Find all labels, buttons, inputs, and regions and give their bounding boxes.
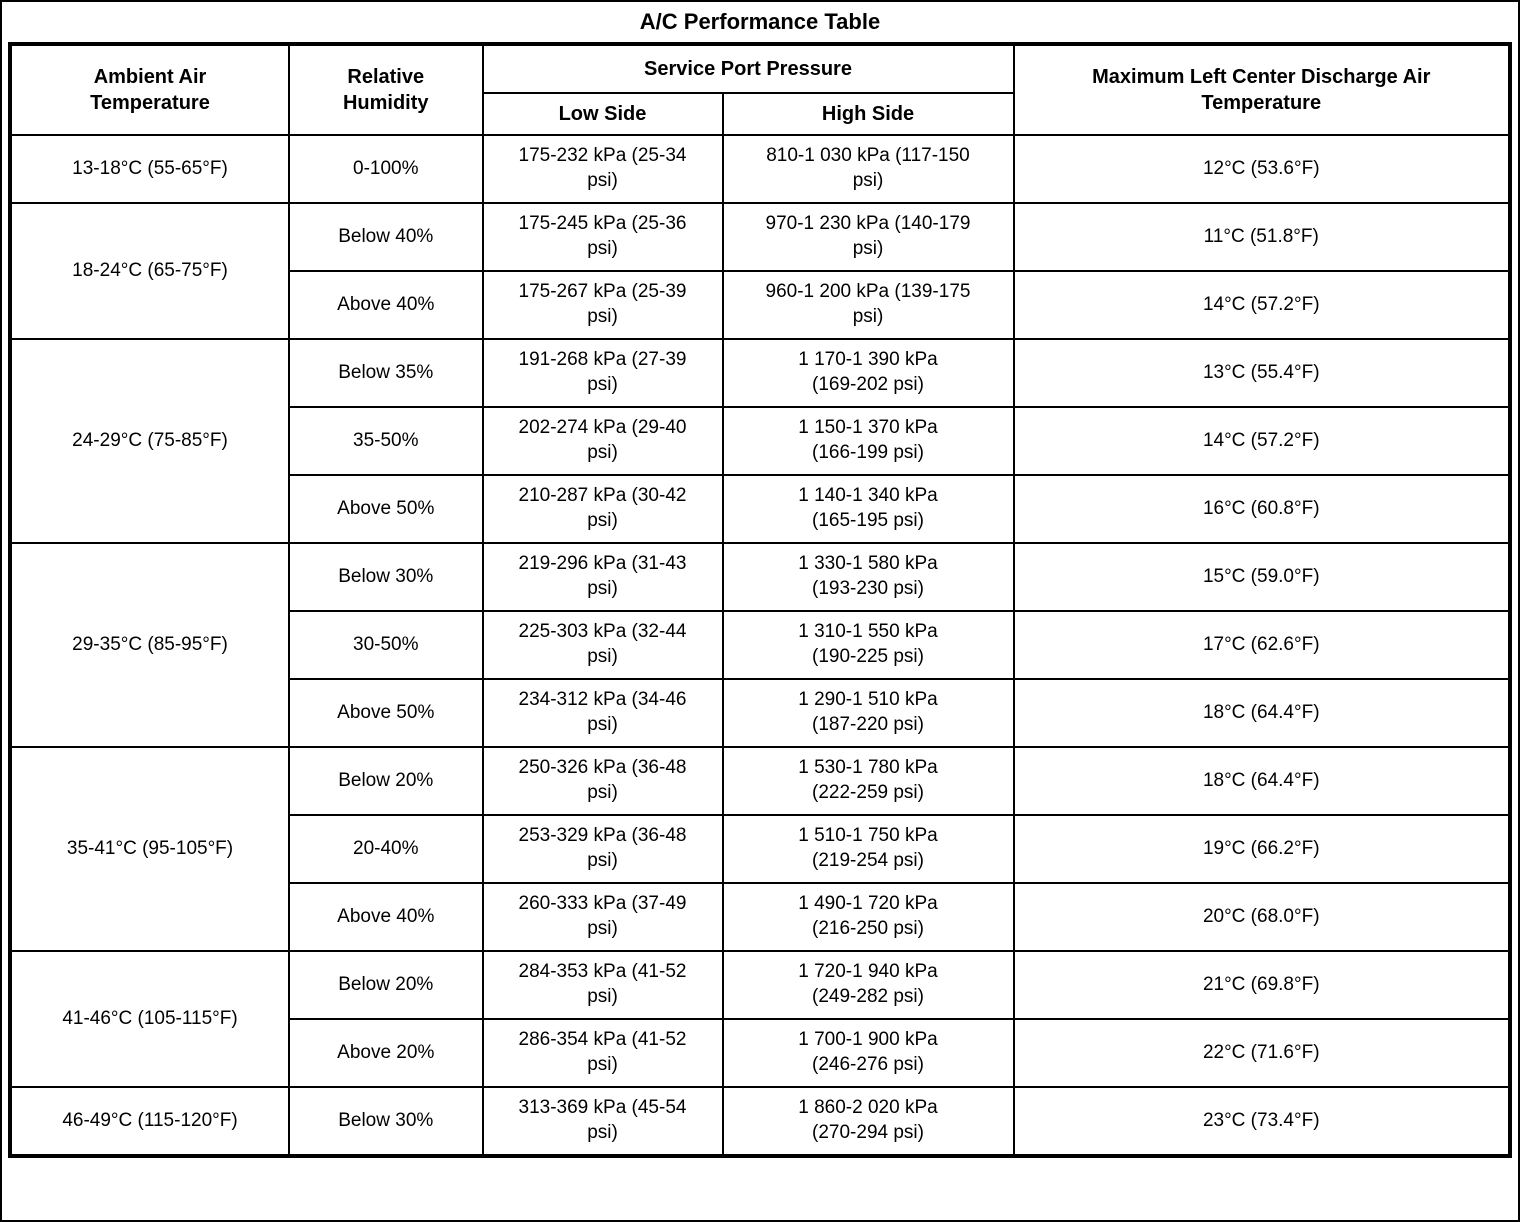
table-row: Above 50% 210-287 kPa (30-42 psi) 1 140-1 …: [10, 474, 1511, 544]
table-row: Above 20% 286-354 kPa (41-52 psi) 1 700-1 …: [10, 1018, 1511, 1088]
discharge-temperature-cell: 23°C (73.4°F): [1012, 1086, 1511, 1157]
ambient-temperature-cell: 24-29°C (75-85°F): [9, 338, 290, 544]
discharge-temperature-cell: 11°C (51.8°F): [1012, 202, 1511, 272]
relative-humidity-cell: Below 20%: [288, 746, 484, 816]
discharge-temperature-cell: 20°C (68.0°F): [1012, 882, 1511, 952]
relative-humidity-cell: 20-40%: [288, 814, 484, 884]
high-side-pressure-cell: 1 310-1 550 kPa (190-225 psi): [721, 610, 1015, 680]
header-low-side: Low Side: [481, 92, 724, 136]
low-side-pressure-cell: 286-354 kPa (41-52 psi): [481, 1018, 724, 1088]
header-high-side: High Side: [721, 92, 1015, 136]
discharge-temperature-cell: 16°C (60.8°F): [1012, 474, 1511, 544]
high-side-pressure-cell: 1 330-1 580 kPa (193-230 psi): [721, 542, 1015, 612]
relative-humidity-cell: Below 30%: [288, 542, 484, 612]
table-header: Ambient Air Temperature Relative Humidit…: [9, 43, 1511, 136]
high-side-pressure-cell: 1 510-1 750 kPa (219-254 psi): [721, 814, 1015, 884]
low-side-pressure-cell: 219-296 kPa (31-43 psi): [481, 542, 724, 612]
low-side-pressure-cell: 313-369 kPa (45-54 psi): [481, 1086, 724, 1157]
relative-humidity-cell: Above 20%: [288, 1018, 484, 1088]
discharge-temperature-cell: 13°C (55.4°F): [1012, 338, 1511, 408]
high-side-pressure-cell: 1 860-2 020 kPa (270-294 psi): [721, 1086, 1015, 1157]
relative-humidity-cell: Above 50%: [288, 474, 484, 544]
ambient-temperature-cell: 29-35°C (85-95°F): [9, 542, 290, 748]
table-row: 41-46°C (105-115°F) Below 20% 284-353 kPa …: [9, 950, 1511, 1088]
ambient-temperature-cell: 35-41°C (95-105°F): [9, 746, 290, 952]
table-row: 35-50% 202-274 kPa (29-40 psi) 1 150-1 370…: [10, 406, 1511, 476]
high-side-pressure-cell: 1 150-1 370 kPa (166-199 psi): [721, 406, 1015, 476]
relative-humidity-cell: Below 40%: [288, 202, 484, 272]
discharge-temperature-cell: 14°C (57.2°F): [1012, 270, 1511, 340]
low-side-pressure-cell: 175-245 kPa (25-36 psi): [481, 202, 724, 272]
table-row: Above 50% 234-312 kPa (34-46 psi) 1 290-1 …: [10, 678, 1511, 748]
table-row: 35-41°C (95-105°F) Below 20% 250-326 kPa (…: [9, 746, 1511, 952]
relative-humidity-cell: Below 30%: [288, 1086, 484, 1157]
discharge-temperature-cell: 18°C (64.4°F): [1012, 746, 1511, 816]
ambient-temperature-cell: 41-46°C (105-115°F): [9, 950, 290, 1088]
table-row: 46-49°C (115-120°F) Below 30% 313-369 kPa …: [9, 1086, 1511, 1157]
ac-performance-table: Ambient Air Temperature Relative Humidit…: [8, 42, 1512, 1158]
relative-humidity-cell: Above 40%: [288, 270, 484, 340]
table-row: 13-18°C (55-65°F) 0-100% 175-232 kPa (25-3…: [9, 134, 1511, 204]
ambient-temperature-cell: 18-24°C (65-75°F): [9, 202, 290, 340]
table-row: 24-29°C (75-85°F) Below 35% 191-268 kPa (2…: [9, 338, 1511, 544]
high-side-pressure-cell: 1 170-1 390 kPa (169-202 psi): [721, 338, 1015, 408]
low-side-pressure-cell: 210-287 kPa (30-42 psi): [481, 474, 724, 544]
low-side-pressure-cell: 225-303 kPa (32-44 psi): [481, 610, 724, 680]
discharge-temperature-cell: 15°C (59.0°F): [1012, 542, 1511, 612]
ambient-temperature-cell: 46-49°C (115-120°F): [9, 1086, 290, 1157]
relative-humidity-cell: Above 40%: [288, 882, 484, 952]
discharge-temperature-cell: 12°C (53.6°F): [1012, 134, 1511, 204]
high-side-pressure-cell: 970-1 230 kPa (140-179 psi): [721, 202, 1015, 272]
discharge-temperature-cell: 18°C (64.4°F): [1012, 678, 1511, 748]
discharge-temperature-cell: 21°C (69.8°F): [1012, 950, 1511, 1020]
low-side-pressure-cell: 202-274 kPa (29-40 psi): [481, 406, 724, 476]
discharge-temperature-cell: 22°C (71.6°F): [1012, 1018, 1511, 1088]
discharge-temperature-cell: 14°C (57.2°F): [1012, 406, 1511, 476]
header-service-port-pressure: Service Port Pressure: [481, 43, 1015, 94]
high-side-pressure-cell: 1 720-1 940 kPa (249-282 psi): [721, 950, 1015, 1020]
low-side-pressure-cell: 260-333 kPa (37-49 psi): [481, 882, 724, 952]
table-row: 20-40% 253-329 kPa (36-48 psi) 1 510-1 750…: [10, 814, 1511, 884]
low-side-pressure-cell: 191-268 kPa (27-39 psi): [481, 338, 724, 408]
table-row: Above 40% 175-267 kPa (25-39 psi) 960-1 20…: [10, 270, 1511, 340]
high-side-pressure-cell: 1 290-1 510 kPa (187-220 psi): [721, 678, 1015, 748]
header-relative-humidity: Relative Humidity: [288, 43, 484, 136]
table-row: 30-50% 225-303 kPa (32-44 psi) 1 310-1 550…: [10, 610, 1511, 680]
ambient-temperature-cell: 13-18°C (55-65°F): [9, 134, 290, 204]
table-row: 29-35°C (85-95°F) Below 30% 219-296 kPa (3…: [9, 542, 1511, 748]
low-side-pressure-cell: 253-329 kPa (36-48 psi): [481, 814, 724, 884]
table-body: 13-18°C (55-65°F) 0-100% 175-232 kPa (25-3…: [9, 134, 1511, 1157]
discharge-temperature-cell: 17°C (62.6°F): [1012, 610, 1511, 680]
low-side-pressure-cell: 175-267 kPa (25-39 psi): [481, 270, 724, 340]
header-max-discharge-temperature: Maximum Left Center Discharge Air Temper…: [1012, 43, 1511, 136]
relative-humidity-cell: Above 50%: [288, 678, 484, 748]
low-side-pressure-cell: 175-232 kPa (25-34 psi): [481, 134, 724, 204]
header-ambient-air-temperature: Ambient Air Temperature: [9, 43, 290, 136]
relative-humidity-cell: 0-100%: [288, 134, 484, 204]
low-side-pressure-cell: 284-353 kPa (41-52 psi): [481, 950, 724, 1020]
table-title: A/C Performance Table: [639, 9, 881, 34]
high-side-pressure-cell: 1 700-1 900 kPa (246-276 psi): [721, 1018, 1015, 1088]
table-row: Above 40% 260-333 kPa (37-49 psi) 1 490-1 …: [10, 882, 1511, 952]
high-side-pressure-cell: 960-1 200 kPa (139-175 psi): [721, 270, 1015, 340]
low-side-pressure-cell: 234-312 kPa (34-46 psi): [481, 678, 724, 748]
high-side-pressure-cell: 1 140-1 340 kPa (165-195 psi): [721, 474, 1015, 544]
discharge-temperature-cell: 19°C (66.2°F): [1012, 814, 1511, 884]
relative-humidity-cell: Below 20%: [288, 950, 484, 1020]
low-side-pressure-cell: 250-326 kPa (36-48 psi): [481, 746, 724, 816]
table-row: 18-24°C (65-75°F) Below 40% 175-245 kPa (2…: [9, 202, 1511, 340]
relative-humidity-cell: 35-50%: [288, 406, 484, 476]
high-side-pressure-cell: 1 530-1 780 kPa (222-259 psi): [721, 746, 1015, 816]
high-side-pressure-cell: 1 490-1 720 kPa (216-250 psi): [721, 882, 1015, 952]
relative-humidity-cell: Below 35%: [288, 338, 484, 408]
high-side-pressure-cell: 810-1 030 kPa (117-150 psi): [721, 134, 1015, 204]
relative-humidity-cell: 30-50%: [288, 610, 484, 680]
